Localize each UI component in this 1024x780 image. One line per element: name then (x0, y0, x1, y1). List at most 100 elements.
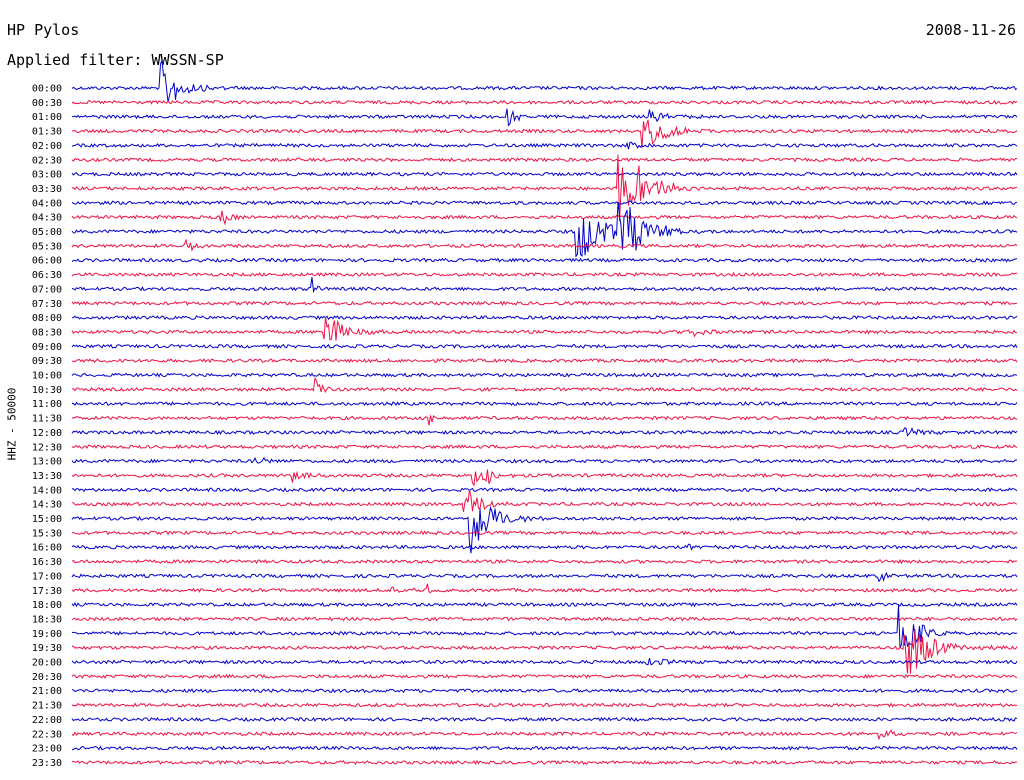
row-time-label: 23:00 (32, 744, 62, 755)
trace-row-0730 (71, 300, 1018, 306)
trace-row-1330 (71, 469, 1018, 487)
trace-row-1730 (71, 583, 1018, 594)
row-time-label: 21:30 (32, 701, 62, 712)
row-time-label: 18:30 (32, 614, 62, 625)
trace-row-1630 (71, 558, 1018, 565)
trace-row-2230 (71, 729, 1018, 741)
trace-row-0930 (71, 358, 1018, 364)
row-time-label: 06:00 (32, 256, 62, 267)
trace-row-2030 (71, 673, 1018, 679)
trace-row-1400 (71, 487, 1018, 493)
row-time-label: 18:00 (32, 600, 62, 611)
row-time-label: 14:00 (32, 485, 62, 496)
row-time-label: 09:30 (32, 356, 62, 367)
row-time-label: 10:00 (32, 371, 62, 382)
trace-row-1530 (71, 530, 1018, 536)
trace-row-1500 (71, 505, 1018, 554)
trace-row-0900 (71, 343, 1018, 349)
row-time-label: 13:00 (32, 457, 62, 468)
trace-row-1830 (71, 616, 1018, 622)
row-time-label: 19:00 (32, 629, 62, 640)
station-name: HP Pylos (7, 21, 80, 39)
row-time-label: 04:30 (32, 213, 62, 224)
row-time-label: 20:30 (32, 672, 62, 683)
trace-row-1030 (72, 376, 1018, 393)
row-time-label: 05:00 (32, 227, 62, 238)
trace-row-0630 (71, 271, 1018, 278)
trace-row-1300 (71, 456, 1018, 464)
trace-row-0230 (71, 157, 1018, 163)
row-time-label: 08:00 (32, 313, 62, 324)
row-time-label: 10:30 (32, 385, 62, 396)
row-time-label: 03:00 (32, 170, 62, 181)
row-time-label: 12:30 (32, 442, 62, 453)
row-time-label: 12:00 (32, 428, 62, 439)
trace-row-0430 (71, 210, 1018, 226)
trace-row-0700 (71, 276, 1018, 294)
trace-row-0400 (71, 200, 1018, 206)
row-time-label: 07:00 (32, 284, 62, 295)
trace-row-0300 (71, 171, 1018, 177)
row-time-label: 02:30 (32, 155, 62, 166)
row-time-label: 00:00 (32, 84, 62, 95)
row-time-label: 17:30 (32, 586, 62, 597)
trace-row-0800 (71, 314, 1018, 321)
row-time-label: 13:30 (32, 471, 62, 482)
row-time-label: 14:30 (32, 500, 62, 511)
row-time-label: 11:30 (32, 414, 62, 425)
row-time-label: 20:00 (32, 658, 62, 669)
trace-row-2100 (71, 688, 1018, 694)
row-time-label: 01:00 (32, 112, 62, 123)
record-date: 2008-11-26 (925, 21, 1016, 39)
row-time-label: 16:00 (32, 543, 62, 554)
row-time-label: 02:00 (32, 141, 62, 152)
row-time-label: 04:00 (32, 198, 62, 209)
row-time-label: 16:30 (32, 557, 62, 568)
trace-row-1600 (71, 543, 1018, 552)
trace-row-1930 (71, 629, 1018, 674)
trace-row-0600 (71, 257, 1018, 263)
trace-row-1800 (71, 601, 1018, 608)
row-time-label: 09:00 (32, 342, 62, 353)
trace-row-1700 (71, 571, 1018, 583)
row-time-label: 06:30 (32, 270, 62, 281)
trace-row-2330 (71, 759, 1017, 766)
applied-filter-label: Applied filter: WWSSN-SP (7, 51, 224, 69)
trace-row-1900 (71, 605, 1018, 649)
trace-row-0200 (71, 141, 1018, 150)
row-time-label: 08:30 (32, 327, 62, 338)
trace-row-0530 (71, 238, 1018, 252)
trace-row-1430 (71, 489, 1018, 512)
row-time-label: 03:30 (32, 184, 62, 195)
row-time-label: 23:30 (32, 758, 62, 769)
row-time-label: 15:30 (32, 528, 62, 539)
trace-row-0330 (71, 154, 1018, 222)
row-time-label: 00:30 (32, 98, 62, 109)
trace-row-1000 (71, 372, 1018, 378)
row-time-label: 17:00 (32, 571, 62, 582)
row-time-label: 07:30 (32, 299, 62, 310)
trace-row-0500 (71, 201, 1018, 258)
row-time-label: 05:30 (32, 241, 62, 252)
trace-row-0000 (71, 59, 1018, 103)
trace-row-2300 (71, 745, 1018, 751)
row-time-label: 22:30 (32, 729, 62, 740)
trace-row-2200 (71, 716, 1018, 722)
row-time-label: 19:30 (32, 643, 62, 654)
row-time-label: 21:00 (32, 686, 62, 697)
trace-row-0030 (71, 99, 1018, 105)
trace-row-2130 (71, 702, 1018, 708)
trace-row-1230 (71, 444, 1018, 450)
row-time-label: 01:30 (32, 127, 62, 138)
trace-row-0130 (71, 119, 1018, 148)
row-time-label: 15:00 (32, 514, 62, 525)
trace-row-1200 (71, 427, 1018, 437)
trace-row-0830 (71, 316, 1018, 341)
row-time-label: 11:00 (32, 399, 62, 410)
trace-row-0100 (71, 108, 1018, 127)
trace-row-1100 (71, 401, 1018, 407)
trace-row-1130 (71, 415, 1018, 426)
trace-row-2000 (71, 657, 1018, 666)
row-time-label: 22:00 (32, 715, 62, 726)
